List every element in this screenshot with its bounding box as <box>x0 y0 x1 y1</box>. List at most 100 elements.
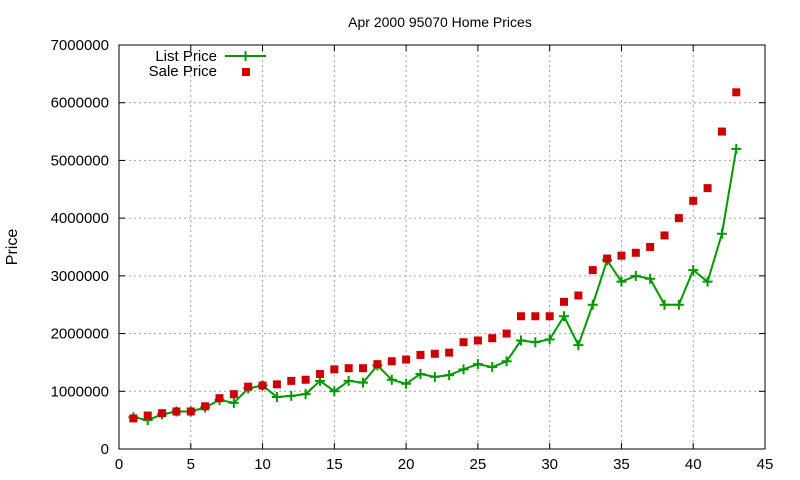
sale-price-point <box>373 360 382 369</box>
y-tick-label: 7000000 <box>51 37 109 54</box>
gridlines <box>119 45 765 449</box>
list-price-point <box>573 340 584 351</box>
list-price-point <box>358 377 369 388</box>
list-price-point <box>472 359 483 370</box>
chart-title: Apr 2000 95070 Home Prices <box>348 14 532 30</box>
sale-price-point <box>646 243 655 251</box>
y-tick-label: 3000000 <box>51 268 109 285</box>
x-tick-label: 45 <box>757 456 774 473</box>
sale-price-point <box>560 297 569 306</box>
list-price-point <box>688 265 699 276</box>
sale-price-point <box>531 312 540 321</box>
y-tick-label: 2000000 <box>51 326 109 343</box>
axis-ticks: 0 5 10 15 20 25 30 35 40 45 0 1000000 2000000 3000000… <box>51 37 774 473</box>
list-price-point <box>458 364 469 375</box>
list-price-point <box>343 375 354 386</box>
legend: List Price Sale Price <box>149 48 266 80</box>
sale-price-point <box>158 409 167 418</box>
sale-price-point <box>172 407 181 416</box>
sale-price-point <box>229 390 238 399</box>
sale-price-point <box>201 402 210 411</box>
list-price-point <box>630 270 641 281</box>
sale-price-point <box>272 380 281 389</box>
sale-price-point <box>459 338 468 347</box>
sale-price-point <box>402 355 411 364</box>
y-tick-label: 5000000 <box>51 152 109 169</box>
list-price-point <box>386 374 397 385</box>
x-tick-label: 10 <box>254 456 271 473</box>
sale-price-point <box>186 407 195 416</box>
sale-price-point <box>631 248 640 257</box>
y-tick-label: 6000000 <box>51 95 109 112</box>
x-tick-label: 30 <box>541 456 558 473</box>
legend-sale-price-label: Sale Price <box>149 63 217 80</box>
list-price-point <box>530 337 541 348</box>
x-tick-label: 5 <box>187 456 195 473</box>
list-price-point <box>559 311 570 322</box>
list-price-point <box>429 371 440 382</box>
x-tick-label: 15 <box>326 456 343 473</box>
sale-price-point <box>387 357 396 366</box>
y-tick-label: 1000000 <box>51 383 109 400</box>
sale-price-point <box>129 414 138 423</box>
sale-price-point <box>445 348 454 357</box>
sale-price-point <box>488 334 497 343</box>
legend-list-price-label: List Price <box>155 48 217 65</box>
sale-price-point <box>301 375 310 384</box>
sale-price-point <box>502 329 511 338</box>
sale-price-point <box>473 336 482 345</box>
sale-price-point <box>588 266 597 275</box>
list-price-point <box>271 392 282 403</box>
list-price-point <box>616 276 627 287</box>
list-price-point <box>544 334 555 345</box>
x-tick-label: 25 <box>470 456 487 473</box>
sale-price-point <box>703 184 712 193</box>
sale-price-point <box>287 376 296 385</box>
list-price-point <box>329 386 340 397</box>
legend-list-price-marker <box>240 51 251 61</box>
list-price-point <box>487 362 498 373</box>
sale-price-point <box>359 364 368 373</box>
sale-price-point <box>416 350 425 359</box>
list-price-point <box>587 299 598 310</box>
list-price-point <box>673 299 684 310</box>
sale-price-point <box>516 312 525 321</box>
x-tick-label: 40 <box>685 456 702 473</box>
sale-price-point <box>344 364 353 373</box>
y-tick-label: 4000000 <box>51 210 109 227</box>
list-price-point <box>401 378 412 389</box>
sale-price-point <box>717 127 726 136</box>
x-tick-label: 0 <box>115 456 123 473</box>
sale-price-point <box>732 88 741 97</box>
list-price-point <box>716 228 727 239</box>
sale-price-point <box>258 381 267 390</box>
sale-price-point <box>315 369 324 378</box>
list-price-point <box>702 276 713 287</box>
sale-price-point <box>244 382 253 391</box>
sale-price-point <box>330 365 339 374</box>
legend-sale-price-marker <box>242 68 250 76</box>
sale-price-point <box>545 312 554 321</box>
sale-price-point <box>574 291 583 300</box>
sale-price-point <box>430 349 439 358</box>
sale-price-point <box>617 251 626 260</box>
list-price-point <box>731 143 742 154</box>
list-price-point <box>501 356 512 367</box>
sale-price-point <box>660 231 669 240</box>
sale-price-point <box>674 214 683 223</box>
x-tick-label: 35 <box>613 456 630 473</box>
list-price-point <box>444 370 455 381</box>
list-price-point <box>415 368 426 379</box>
list-price-point <box>228 397 239 408</box>
sale-price-point <box>603 254 612 263</box>
list-price-point <box>286 390 297 401</box>
y-tick-label: 0 <box>101 441 109 458</box>
list-price-point <box>659 299 670 310</box>
x-tick-label: 20 <box>398 456 415 473</box>
data-series <box>128 88 742 426</box>
y-axis-label: Price <box>4 229 21 266</box>
plot-frame <box>118 44 766 450</box>
sale-price-point <box>689 196 698 205</box>
sale-price-point <box>215 394 224 403</box>
